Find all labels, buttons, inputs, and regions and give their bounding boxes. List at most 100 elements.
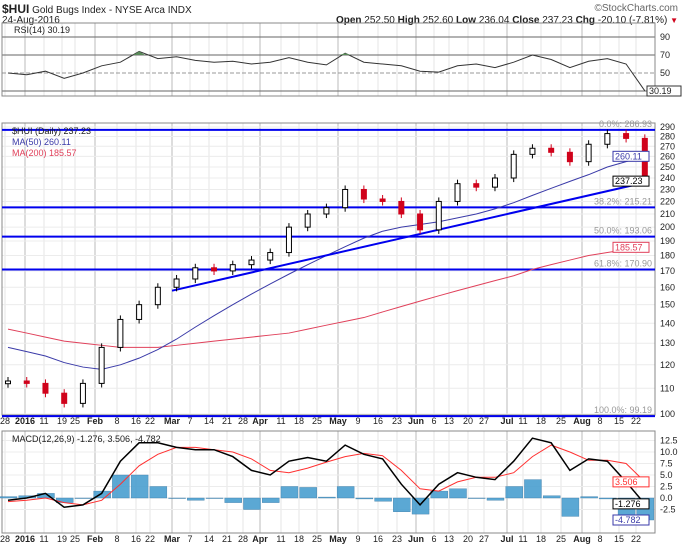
candle-body (173, 278, 180, 288)
candle-body (248, 259, 255, 266)
x-tick-label: 8 (597, 534, 602, 544)
x-tick-label: 18 (536, 534, 546, 544)
x-tick-label: 6 (431, 416, 436, 426)
price-y-tick: 120 (660, 360, 675, 370)
price-y-tick: 140 (660, 318, 675, 328)
x-tick-label: 16 (131, 534, 141, 544)
x-tick-label: 15 (614, 534, 624, 544)
x-tick-label: 28 (0, 416, 10, 426)
low-value: 236.04 (478, 15, 510, 26)
x-tick-label: 15 (614, 416, 624, 426)
price-y-tick: 130 (660, 338, 675, 348)
macd-hist-last-label: -4.782 (615, 515, 641, 525)
open-label: Open (335, 15, 362, 26)
x-tick-label: 18 (294, 534, 304, 544)
candle-body (510, 153, 517, 179)
macd-signal-line (7, 444, 646, 506)
price-y-tick: 230 (660, 184, 675, 194)
macd-macd-last-label: -1.276 (615, 499, 641, 509)
close-label: Close (512, 15, 540, 26)
candle-body (454, 183, 461, 202)
candle-body (491, 177, 498, 188)
x-tick-label: May (329, 534, 347, 544)
ma50-legend: MA(50) 260.11 (12, 137, 71, 147)
x-tick-label: Aug (573, 416, 591, 426)
macd-histogram-bar (299, 487, 317, 499)
x-tick-label: 9 (355, 534, 360, 544)
macd-histogram-bar (55, 497, 74, 503)
macd-histogram-bar (524, 479, 542, 499)
macd-panel (1, 430, 656, 534)
watermark: ©StockCharts.com (594, 3, 678, 14)
macd-histogram-bar (561, 497, 580, 517)
macd-histogram-bar (411, 497, 430, 515)
down-triangle-icon: ▼ (670, 16, 678, 25)
low-label: Low (456, 15, 477, 26)
close-last-box (612, 175, 650, 187)
candle-body (136, 304, 143, 320)
price-y-tick: 240 (660, 173, 675, 183)
macd-legend: MACD(12,26,9) -1.276, 3.506, -4.782 (12, 434, 161, 444)
x-tick-label: 22 (145, 534, 155, 544)
candle-body (585, 143, 592, 163)
candle-body (61, 392, 68, 404)
x-tick-label: 19 (57, 416, 67, 426)
x-tick-label: Jul (500, 534, 513, 544)
x-tick-label: 11 (39, 416, 48, 426)
macd-histogram-bar (374, 497, 392, 502)
x-tick-label: 11 (276, 416, 285, 426)
x-tick-label: 11 (518, 416, 527, 426)
candle-body (229, 264, 236, 272)
x-tick-label: Aug (573, 534, 591, 544)
x-tick-label: Feb (87, 416, 104, 426)
candle-body (529, 147, 536, 155)
macd-histogram-bar (0, 496, 18, 499)
chg-value: -20.10 (-7.81%) (597, 15, 668, 26)
x-tick-label: Apr (252, 416, 268, 426)
x-tick-label: 23 (392, 416, 402, 426)
candle-body (360, 188, 367, 200)
rsi-line (7, 50, 646, 92)
macd-histogram-bar (205, 497, 224, 499)
x-tick-label: 19 (57, 534, 67, 544)
candle-body (211, 267, 218, 272)
price-y-tick: 290 (660, 122, 675, 132)
x-tick-label: 13 (444, 534, 454, 544)
macd-histogram-bar (112, 474, 130, 499)
rsi-last-box (646, 85, 682, 97)
price-y-tick: 190 (660, 236, 675, 246)
x-tick-label: 28 (0, 534, 10, 544)
candle-body (548, 147, 555, 153)
macd-histogram-bar (542, 495, 561, 499)
macd-histogram-bar (318, 496, 336, 499)
macd-histogram-bar (149, 486, 168, 499)
ohlc-summary: Open 252.50 High 252.60 Low 236.04 Close… (336, 15, 678, 26)
ma200-legend: MA(200) 185.57 (12, 148, 77, 158)
ma200-last-label: 185.57 (615, 242, 643, 252)
macd-histogram-bar (187, 497, 205, 501)
x-tick-label: 8 (114, 416, 119, 426)
candle-body (285, 226, 292, 254)
macd-histogram-bar (449, 488, 467, 499)
macd-histogram-bar (262, 497, 280, 503)
x-tick-label: 27 (479, 534, 489, 544)
rsi-y-tick: 70 (660, 50, 670, 60)
chart-title: $HUI Gold Bugs Index - NYSE Arca INDX (2, 2, 192, 16)
macd-y-tick: 2.5 (660, 482, 673, 492)
x-tick-label: 25 (312, 416, 322, 426)
x-tick-label: 20 (463, 416, 473, 426)
chart-date: 24-Aug-2016 (2, 15, 60, 26)
candle-body (42, 382, 49, 394)
chg-label: Chg (575, 15, 596, 26)
x-tick-label: May (329, 416, 347, 426)
x-tick-label: 20 (463, 534, 473, 544)
x-tick-label: Jun (408, 534, 424, 544)
macd-histogram-bar (505, 486, 523, 499)
macd-histogram-bar (130, 474, 149, 499)
price-y-tick: 270 (660, 141, 675, 151)
open-value: 252.50 (364, 15, 395, 26)
candle-body (342, 188, 349, 209)
x-tick-label: 8 (114, 534, 119, 544)
